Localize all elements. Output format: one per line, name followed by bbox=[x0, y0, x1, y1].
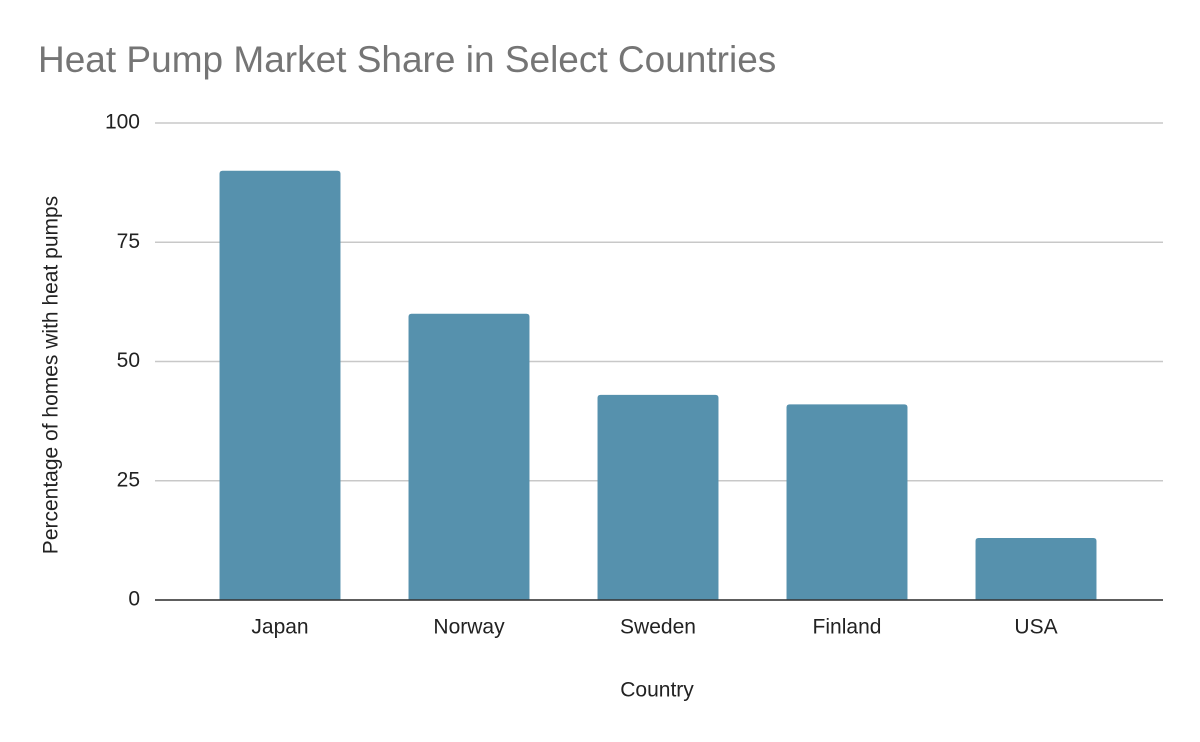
y-tick-label: 100 bbox=[105, 111, 140, 134]
y-tick-label: 75 bbox=[117, 230, 140, 253]
y-tick-label: 50 bbox=[117, 349, 140, 372]
y-tick-label: 0 bbox=[128, 588, 140, 611]
y-axis-label: Percentage of homes with heat pumps bbox=[40, 196, 63, 554]
x-tick-label: Japan bbox=[251, 616, 308, 639]
bar bbox=[408, 313, 530, 600]
x-tick-label: Sweden bbox=[620, 616, 696, 639]
chart-title: Heat Pump Market Share in Select Countri… bbox=[38, 39, 776, 80]
x-tick-label: Finland bbox=[813, 616, 882, 639]
x-tick-label: Norway bbox=[433, 616, 505, 639]
x-axis-label: Country bbox=[620, 679, 694, 702]
bar bbox=[975, 537, 1097, 600]
bar bbox=[786, 404, 908, 600]
bar bbox=[219, 170, 341, 600]
y-tick-label: 25 bbox=[117, 468, 140, 491]
bar bbox=[597, 394, 719, 600]
x-tick-label: USA bbox=[1014, 616, 1057, 639]
